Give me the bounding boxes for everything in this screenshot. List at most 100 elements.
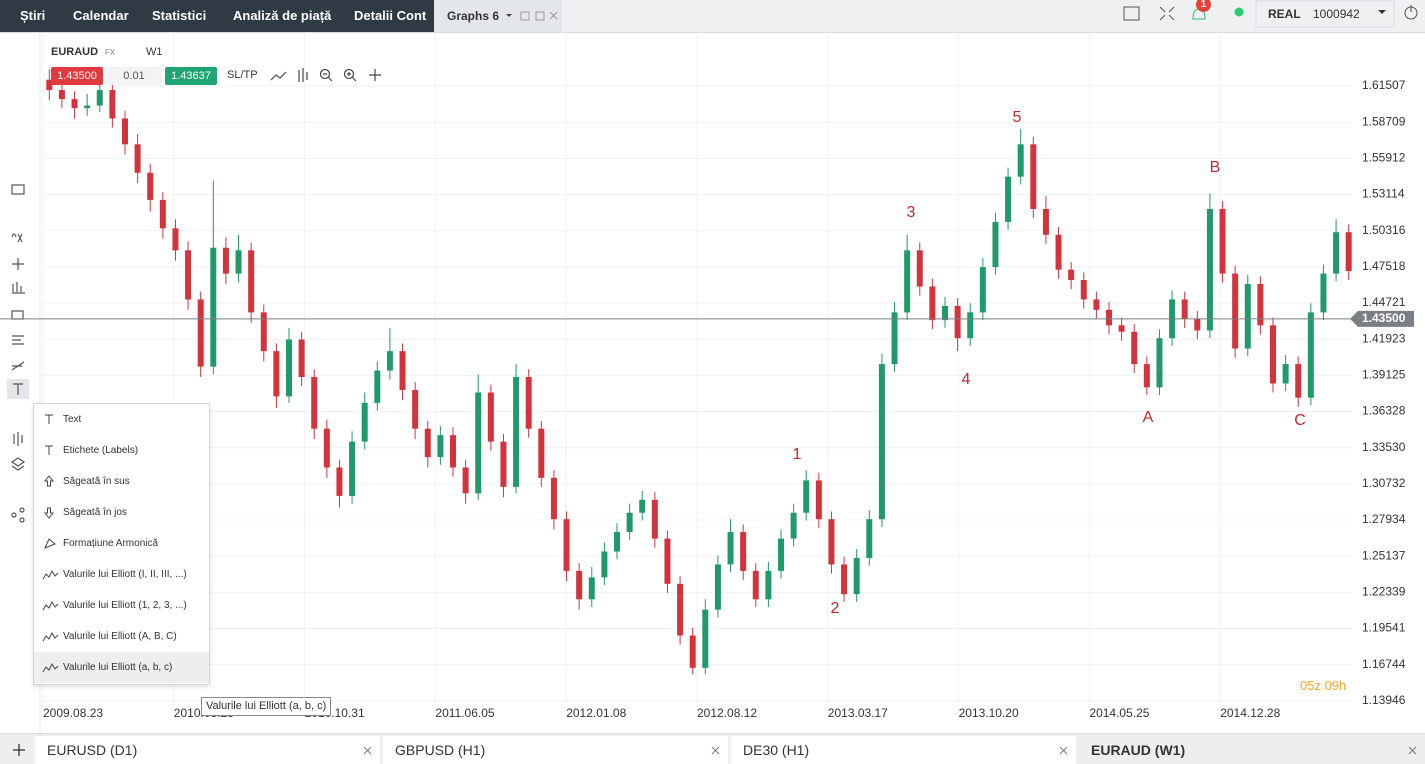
menu-item[interactable]: Valurile lui Elliott (1, 2, 3, ...) — [34, 590, 209, 621]
ask-price[interactable]: 1.43637 — [165, 67, 217, 85]
tab-close-icon[interactable] — [1408, 746, 1417, 755]
wave-label: 3 — [907, 204, 916, 221]
menu-item[interactable]: Text — [34, 404, 209, 435]
tab-close-icon[interactable] — [1059, 746, 1068, 755]
icon[interactable] — [12, 258, 24, 270]
icon[interactable] — [343, 68, 355, 80]
y-tick-label: 1.58709 — [1362, 114, 1406, 128]
left-toolbar — [7, 184, 29, 523]
nav-item[interactable]: Știri — [20, 8, 46, 23]
tab-close-icon[interactable] — [711, 746, 720, 755]
candle-body — [386, 351, 393, 371]
icon[interactable] — [13, 383, 23, 395]
menu-item[interactable]: Etichete (Labels) — [34, 435, 209, 466]
dropdown-arrow[interactable] — [506, 14, 512, 17]
y-tick-label: 1.44721 — [1362, 295, 1406, 309]
tab-close[interactable] — [363, 746, 372, 755]
layout-icon[interactable] — [1123, 6, 1140, 21]
menu-icon — [43, 475, 55, 487]
graph-tab[interactable]: Graphs 6 — [434, 0, 562, 32]
menu-item[interactable]: Valurile lui Elliott (I, II, III, ...) — [34, 559, 209, 590]
menu-item-label[interactable]: Etichete (Labels) — [63, 445, 139, 456]
y-tick-label: 1.41923 — [1362, 331, 1406, 345]
menu-item[interactable]: Săgeată în sus — [34, 466, 209, 497]
icon[interactable] — [10, 457, 26, 471]
tab-close-icon[interactable] — [363, 746, 372, 755]
tab-close[interactable] — [1408, 746, 1417, 755]
icon[interactable] — [13, 432, 23, 446]
candle-body — [298, 339, 305, 377]
x-tick-label: 2013.03.17 — [828, 706, 888, 720]
menu-item-label[interactable]: Formațiune Armonică — [63, 538, 159, 549]
menu-item-label[interactable]: Valurile lui Elliott (a, b, c) — [63, 662, 173, 673]
detach-icon[interactable] — [520, 11, 530, 21]
menu-icon — [42, 631, 59, 642]
menu-item-label[interactable]: Valurile lui Elliott (A, B, C) — [63, 631, 177, 642]
add-tab[interactable] — [4, 736, 34, 764]
wave-label: A — [1143, 409, 1154, 426]
bottom-tab[interactable]: EURAUD (W1) — [1079, 736, 1425, 764]
bottom-tab-label[interactable]: GBPUSD (H1) — [395, 742, 486, 758]
menu-item[interactable]: Valurile lui Elliott (a, b, c) — [34, 652, 209, 683]
candle-body — [412, 389, 419, 429]
bottom-tab[interactable]: GBPUSD (H1) — [383, 736, 728, 764]
icon[interactable] — [319, 68, 331, 80]
icon[interactable] — [19, 507, 25, 513]
tab-close[interactable] — [1059, 746, 1068, 755]
nav-item[interactable]: Statistici — [152, 8, 207, 23]
nav-item[interactable]: Analiză de piață — [233, 8, 332, 23]
menu-item-label[interactable]: Valurile lui Elliott (I, II, III, ...) — [63, 569, 187, 580]
graph-tab-label[interactable]: Graphs 6 — [447, 9, 500, 23]
candle-body — [891, 312, 898, 365]
icon[interactable] — [19, 517, 25, 523]
menu-item-label[interactable]: Săgeată în sus — [63, 476, 130, 487]
bottom-tab-label[interactable]: DE30 (H1) — [743, 742, 810, 758]
wave-label: C — [1294, 412, 1306, 429]
candle-body — [1093, 299, 1100, 310]
icon[interactable] — [369, 69, 381, 81]
maximize-icon[interactable] — [535, 11, 545, 21]
nav-item[interactable]: Calendar — [73, 8, 129, 23]
menu-icon-shape — [45, 414, 53, 424]
symbol[interactable]: EURAUD — [51, 46, 99, 58]
sl-tp[interactable]: SL/TP — [227, 69, 258, 81]
icon[interactable] — [11, 233, 23, 243]
icon[interactable] — [270, 71, 287, 81]
timeframe[interactable]: W1 — [146, 46, 163, 58]
icon[interactable] — [347, 72, 357, 82]
candle-body — [1232, 273, 1239, 349]
bottom-tab[interactable]: EURUSD (D1) — [35, 736, 380, 764]
candle-body — [450, 435, 456, 468]
icon[interactable] — [11, 184, 25, 195]
menu-icon-shape — [43, 507, 55, 519]
candle-countdown: 05z 09h — [1300, 678, 1347, 693]
icon[interactable] — [298, 68, 308, 82]
icon[interactable] — [12, 335, 24, 345]
icon[interactable] — [12, 282, 25, 294]
bottom-tab-label[interactable]: EURAUD (W1) — [1091, 742, 1186, 758]
icon[interactable] — [11, 361, 25, 371]
close-icon[interactable] — [549, 11, 558, 20]
bottom-tab[interactable]: DE30 (H1) — [731, 736, 1076, 764]
candle-body — [286, 339, 292, 397]
nav-item[interactable]: Detalii Cont — [354, 8, 427, 23]
candle-body — [222, 247, 229, 274]
bottom-tab-label[interactable]: EURUSD (D1) — [47, 742, 138, 758]
bid-price[interactable]: 1.43500 — [51, 67, 103, 85]
menu-item[interactable]: Valurile lui Elliott (A, B, C) — [34, 621, 209, 652]
menu-item[interactable]: Formațiune Armonică — [34, 528, 209, 559]
menu-icon — [43, 507, 55, 519]
menu-item[interactable]: Săgeată în jos — [34, 497, 209, 528]
y-tick-label: 1.36328 — [1362, 404, 1406, 418]
power-icon[interactable] — [1404, 6, 1418, 20]
candle-body — [967, 312, 974, 339]
menu-item-label[interactable]: Săgeată în jos — [63, 507, 127, 518]
tab-close[interactable] — [711, 746, 720, 755]
menu-item-label[interactable]: Text — [63, 414, 82, 425]
menu-item-label[interactable]: Valurile lui Elliott (1, 2, 3, ...) — [63, 600, 187, 611]
fullscreen-icon[interactable] — [1159, 6, 1175, 21]
icon[interactable] — [323, 73, 333, 82]
add-icon[interactable] — [13, 744, 25, 756]
account-dropdown[interactable] — [1378, 10, 1386, 14]
icon[interactable] — [11, 512, 17, 518]
